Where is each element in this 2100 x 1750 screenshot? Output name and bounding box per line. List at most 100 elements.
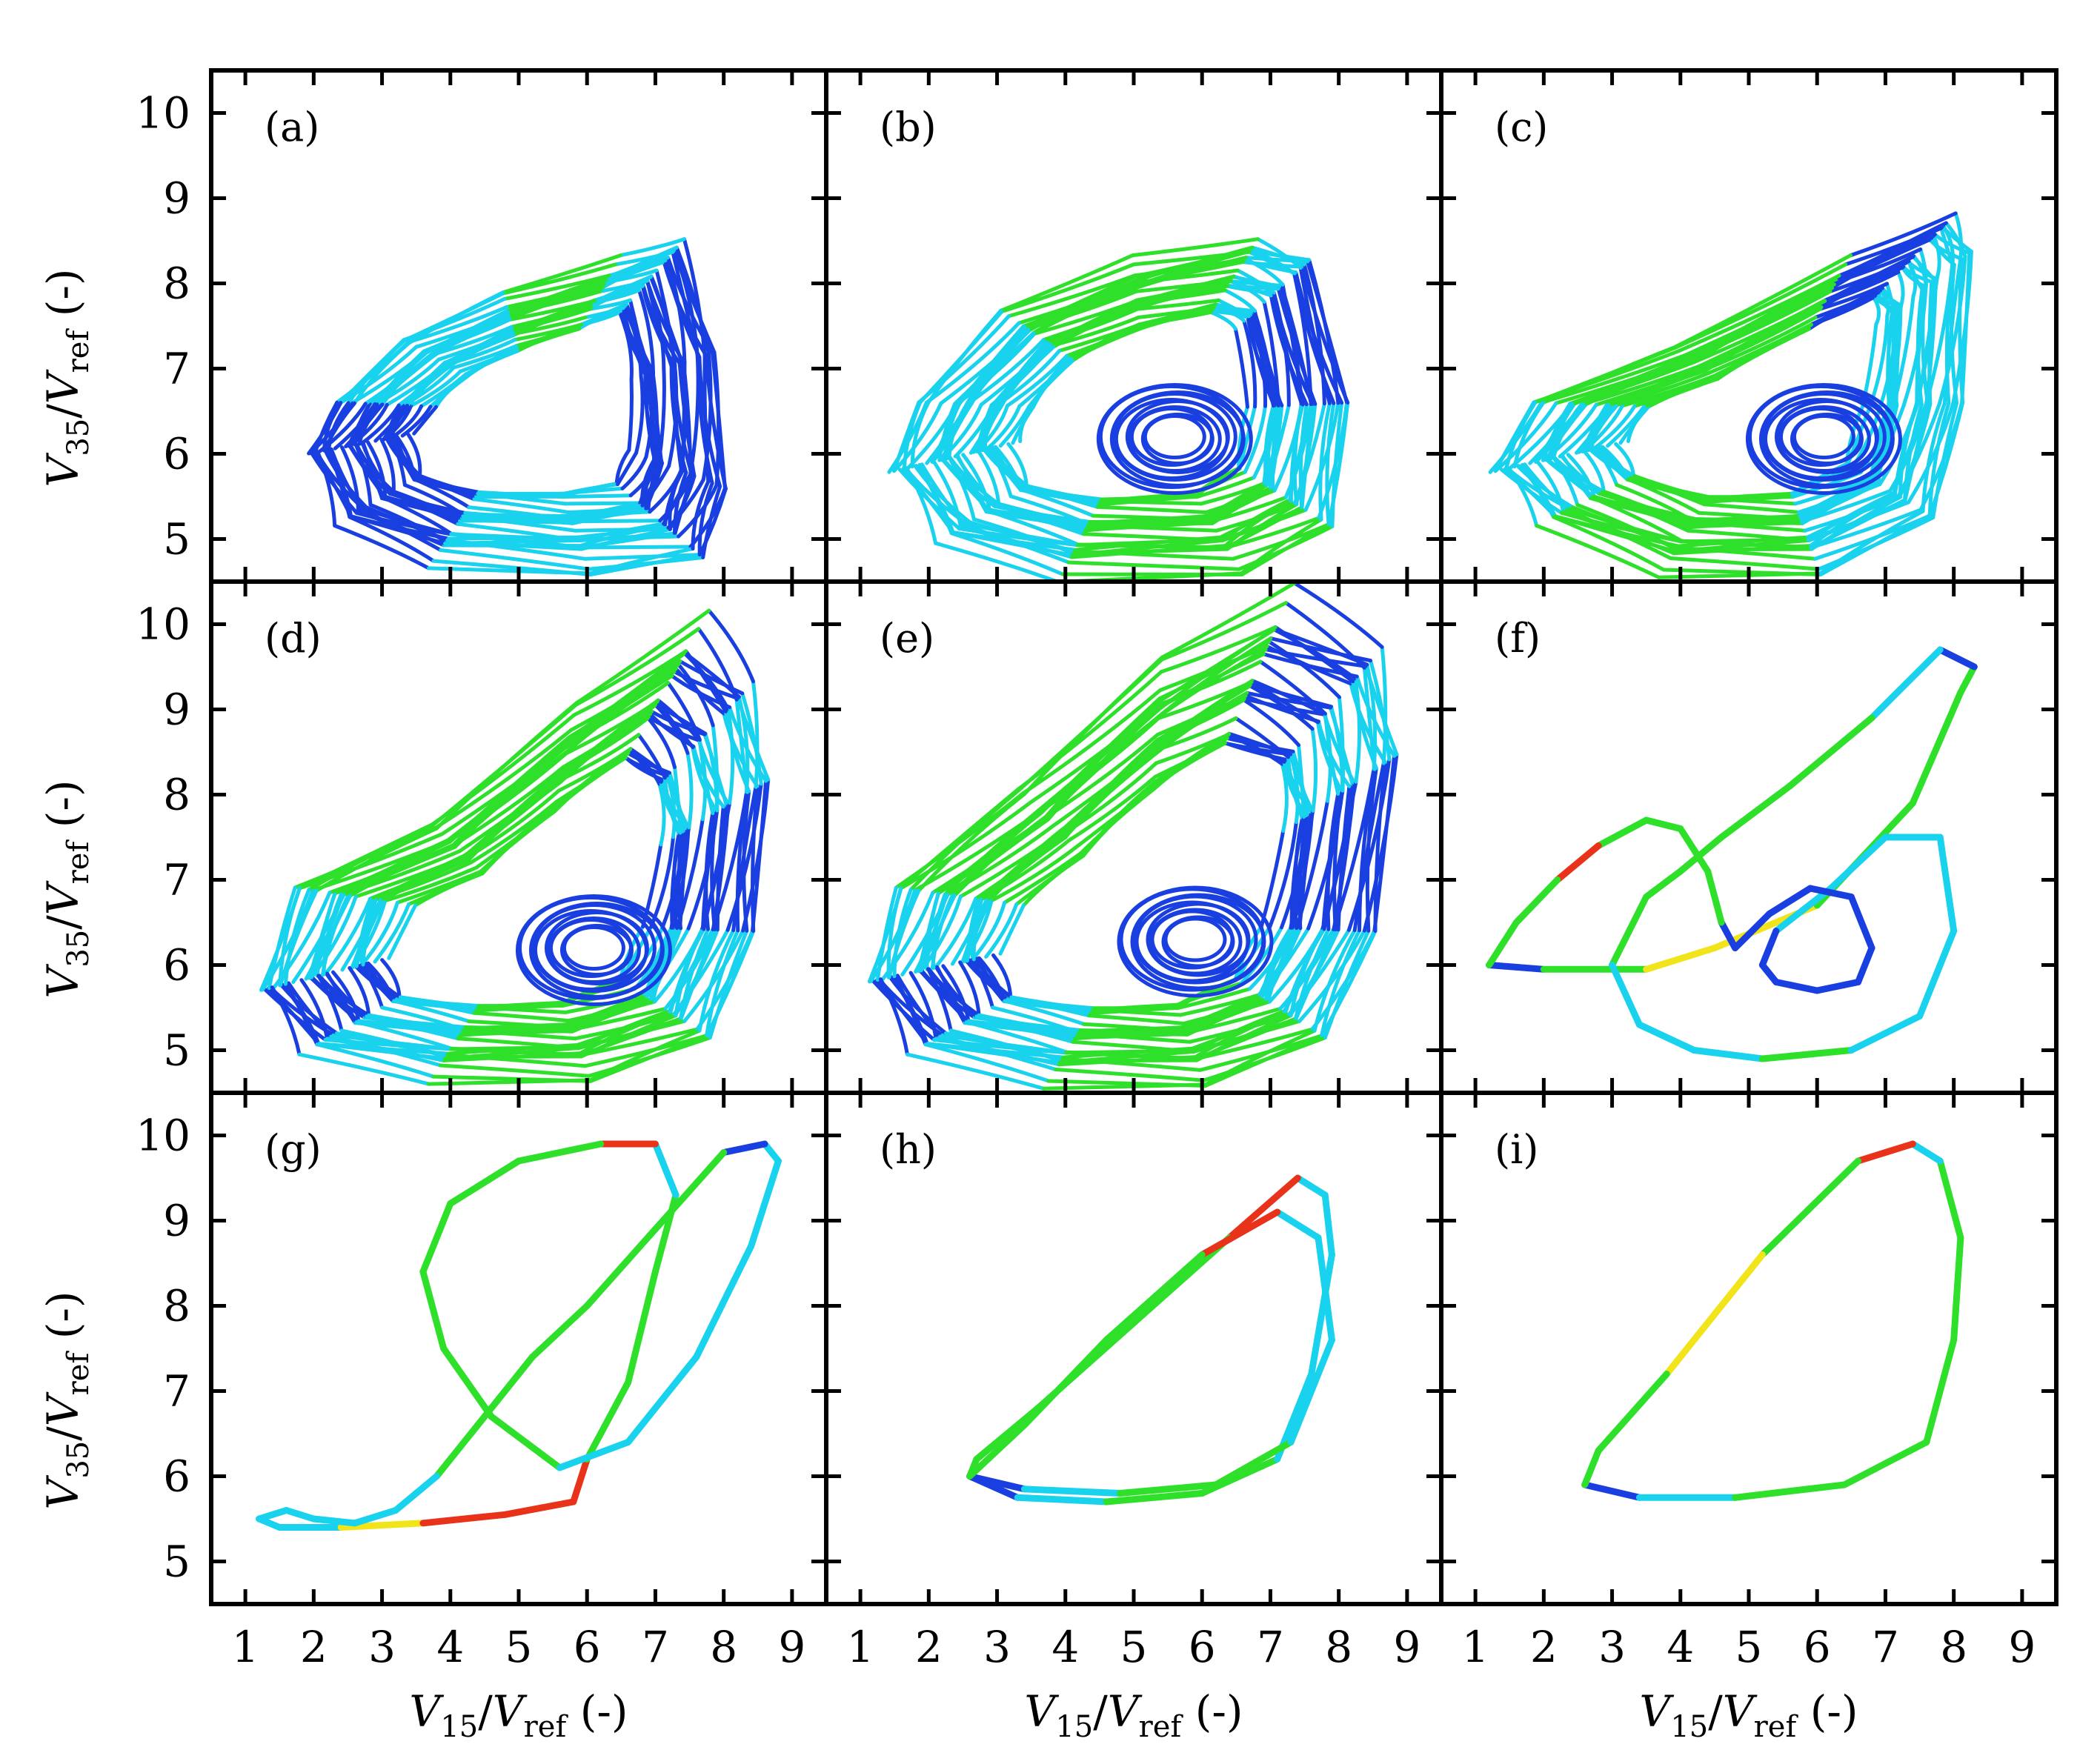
trajectory-segment (1570, 359, 1696, 406)
trajectory-segment (395, 870, 482, 905)
trajectory-segment (1575, 403, 1618, 455)
trajectory-segment (607, 259, 668, 278)
trajectory-segment (1226, 284, 1276, 296)
trajectory-segment (434, 701, 579, 831)
trajectory-segment (396, 364, 453, 407)
panel-label-e: (e) (880, 615, 934, 662)
trajectory-segment (1626, 477, 1701, 515)
trajectory-segment (1570, 505, 1680, 550)
trajectory-segment (348, 515, 436, 563)
x-tick-label: 5 (1120, 1622, 1148, 1672)
trajectory-segment (1057, 322, 1141, 353)
trajectory-segment (708, 928, 749, 1039)
trajectory-segment (418, 474, 476, 502)
trajectory-segment (307, 823, 435, 892)
trajectory-segment (672, 470, 688, 536)
trajectory-segment (1227, 732, 1286, 764)
trajectory-segment (1283, 601, 1366, 670)
trajectory-segment (924, 321, 1021, 405)
trajectory-segment (700, 808, 720, 931)
trajectory-segment (256, 1507, 290, 1523)
trajectory-segment (1595, 816, 1650, 849)
trajectory-segment (413, 477, 471, 510)
trajectory-segment (439, 1063, 591, 1078)
trajectory-segment (1226, 1174, 1301, 1241)
y-tick-label: 9 (163, 173, 190, 224)
trajectory-segment (1265, 645, 1353, 686)
trajectory-segment (1248, 249, 1312, 262)
trajectory-segment (1223, 499, 1293, 548)
trajectory-segment (352, 341, 411, 405)
trajectory-segment (1958, 257, 1965, 405)
trajectory-segment (1245, 691, 1332, 710)
trajectory-segment (1380, 645, 1388, 765)
trajectory-segment (899, 799, 1034, 891)
trajectory-segment (346, 338, 407, 405)
trajectory-segment (488, 1413, 563, 1471)
trajectory-segment (1352, 761, 1386, 933)
trajectory-segment (1486, 919, 1520, 968)
trajectory-segment (1294, 927, 1331, 1021)
panel-f: (f) (1439, 579, 2059, 1095)
trajectory-segment (1134, 284, 1230, 303)
trajectory-segment (1868, 646, 1944, 722)
trajectory-segment (1896, 270, 1905, 307)
trajectory-segment (1942, 258, 1963, 405)
trajectory-segment (502, 273, 611, 301)
trajectory-segment (390, 490, 460, 526)
trajectory-segment (556, 1439, 632, 1471)
trajectory-segment (392, 999, 471, 1023)
trajectory-segment (1807, 885, 1855, 900)
panel-plot-area-b (887, 237, 1350, 582)
trajectory-segment (1160, 582, 1297, 659)
trajectory-segment (637, 288, 655, 374)
trajectory-segment (1916, 928, 1958, 1019)
trajectory-segment (965, 325, 1027, 406)
trajectory-segment (1827, 834, 1889, 892)
trajectory-segment (671, 249, 717, 355)
x-tick-label: 6 (1189, 1622, 1216, 1672)
trajectory-segment (310, 975, 367, 1019)
trajectory-segment (572, 649, 688, 717)
trajectory-segment (1691, 520, 1807, 533)
trajectory-segment (1704, 868, 1725, 926)
trajectory-segment (463, 510, 574, 524)
trajectory-segment (1158, 645, 1269, 692)
trajectory-segment (1087, 1014, 1186, 1025)
trajectory-segment (628, 748, 663, 784)
trajectory-segment (887, 888, 921, 979)
trajectory-segment (675, 817, 705, 931)
trajectory-segment (677, 483, 719, 539)
trajectory-segment (1907, 401, 1956, 505)
trajectory-segment (559, 486, 625, 496)
trajectory-segment (1669, 556, 1821, 571)
trajectory-segment (1707, 322, 1813, 375)
trajectory-segment (935, 965, 968, 1024)
trajectory-segment (588, 553, 702, 576)
trajectory-segment (1643, 945, 1718, 973)
trajectory-segment (1679, 539, 1813, 550)
trajectory-segment (354, 1020, 453, 1051)
trajectory-segment (439, 548, 591, 571)
trajectory-segment (895, 974, 943, 1039)
trajectory-segment (1594, 367, 1707, 407)
trajectory-segment (1153, 741, 1227, 779)
trajectory-segment (1581, 1447, 1602, 1488)
trajectory-segment (1066, 774, 1157, 842)
trajectory-segment (1054, 1068, 1206, 1082)
trajectory-segment (1609, 894, 1650, 968)
trajectory-segment (514, 327, 581, 348)
trajectory-segment (1635, 1021, 1698, 1054)
trajectory-segment (966, 1422, 1028, 1480)
trajectory-segment (361, 441, 385, 500)
trajectory-segment (1813, 290, 1881, 319)
trajectory-segment (359, 508, 443, 552)
trajectory-segment (1272, 290, 1304, 407)
trajectory-segment (934, 541, 1060, 582)
trajectory-segment (938, 1034, 1058, 1071)
trajectory-segment (329, 1034, 443, 1068)
trajectory-segment (682, 928, 745, 1023)
trajectory-segment (933, 896, 978, 970)
trajectory-segment (574, 627, 701, 707)
trajectory-segment (588, 547, 695, 576)
